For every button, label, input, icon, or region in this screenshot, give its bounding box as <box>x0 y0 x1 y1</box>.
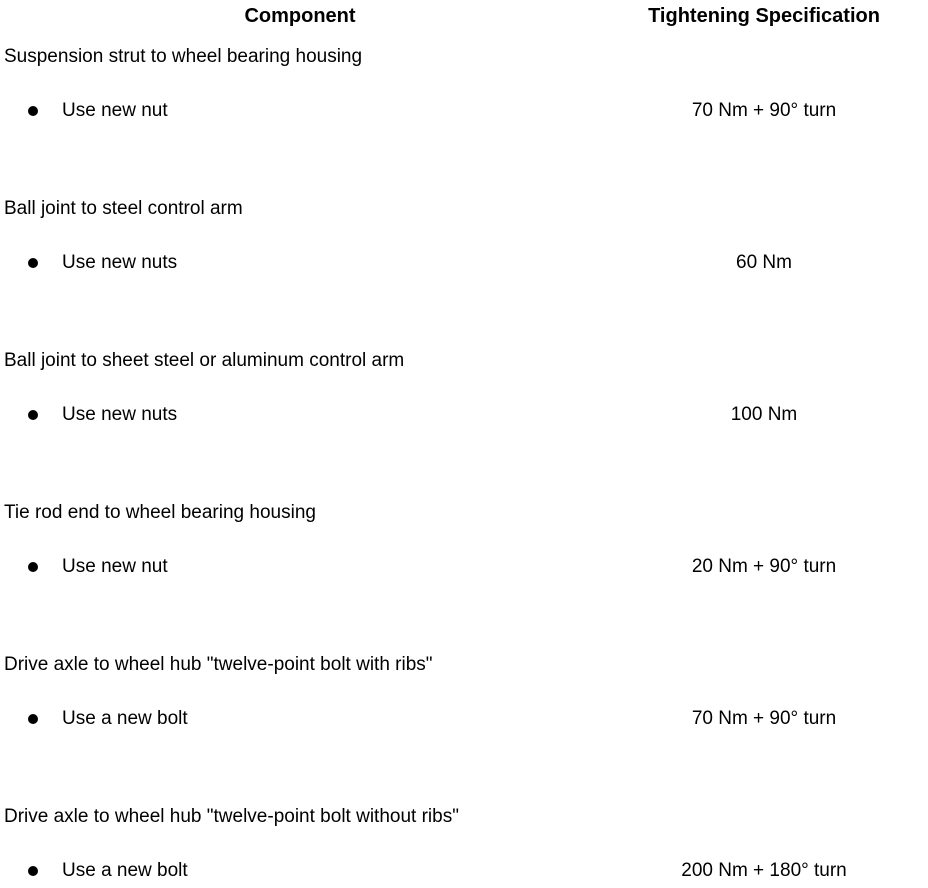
table-row: Use a new bolt 70 Nm + 90° turn <box>0 709 928 729</box>
component-heading: Drive axle to wheel hub "twelve-point bo… <box>4 654 433 675</box>
bullet-icon <box>28 866 38 876</box>
bullet-label: Use a new bolt <box>62 860 188 881</box>
table-row: Use a new bolt 200 Nm + 180° turn <box>0 861 928 881</box>
column-header-component: Component <box>244 5 356 27</box>
component-heading: Ball joint to sheet steel or aluminum co… <box>4 350 405 371</box>
bullet-icon <box>28 106 38 116</box>
spec-value: 20 Nm + 90° turn <box>691 556 837 577</box>
spec-value: 200 Nm + 180° turn <box>681 860 847 881</box>
spec-value: 60 Nm <box>736 252 792 273</box>
bullet-label: Use new nuts <box>62 404 178 425</box>
bullet-icon <box>28 714 38 724</box>
spec-value: 100 Nm <box>730 404 798 425</box>
spec-value: 70 Nm + 90° turn <box>691 100 837 121</box>
spec-section: Ball joint to sheet steel or aluminum co… <box>0 351 928 425</box>
bullet-label: Use new nut <box>62 100 168 121</box>
spec-section: Ball joint to steel control arm Use new … <box>0 199 928 273</box>
component-heading: Tie rod end to wheel bearing housing <box>4 502 316 523</box>
spec-section: Tie rod end to wheel bearing housing Use… <box>0 503 928 577</box>
column-header-spec: Tightening Specification <box>648 5 880 27</box>
component-heading: Drive axle to wheel hub "twelve-point bo… <box>4 806 459 827</box>
component-heading: Ball joint to steel control arm <box>4 198 243 219</box>
spec-section: Drive axle to wheel hub "twelve-point bo… <box>0 655 928 729</box>
spec-section: Suspension strut to wheel bearing housin… <box>0 47 928 121</box>
spec-section: Drive axle to wheel hub "twelve-point bo… <box>0 807 928 881</box>
bullet-label: Use new nut <box>62 556 168 577</box>
bullet-icon <box>28 562 38 572</box>
table-row: Use new nut 70 Nm + 90° turn <box>0 101 928 121</box>
table-row: Use new nut 20 Nm + 90° turn <box>0 557 928 577</box>
bullet-label: Use a new bolt <box>62 708 188 729</box>
table-header-row: Component Tightening Specification <box>0 0 928 28</box>
spec-value: 70 Nm + 90° turn <box>691 708 837 729</box>
table-row: Use new nuts 60 Nm <box>0 253 928 273</box>
bullet-icon <box>28 410 38 420</box>
bullet-icon <box>28 258 38 268</box>
bullet-label: Use new nuts <box>62 252 178 273</box>
table-row: Use new nuts 100 Nm <box>0 405 928 425</box>
component-heading: Suspension strut to wheel bearing housin… <box>4 46 363 67</box>
